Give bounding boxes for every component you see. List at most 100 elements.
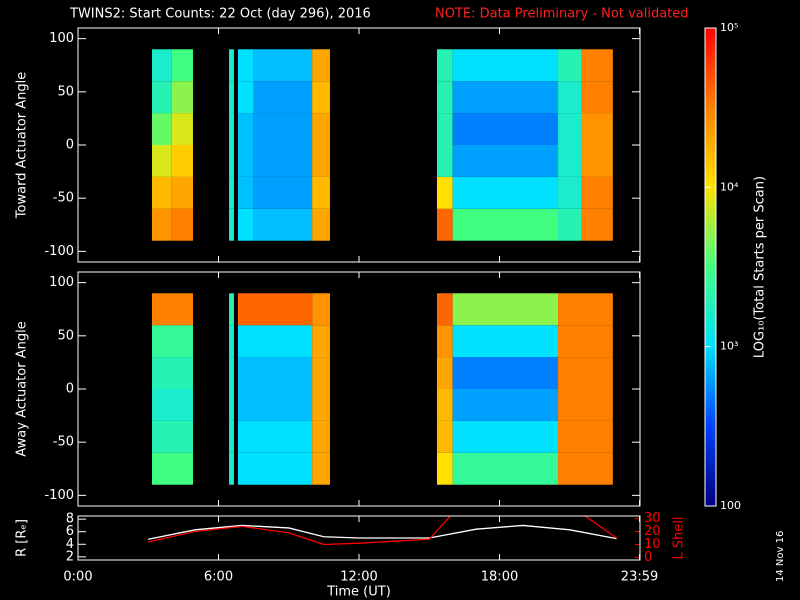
heat-cell: [229, 113, 234, 145]
heat-cell: [151, 325, 193, 358]
heat-cell: [436, 49, 453, 82]
heat-cell: [151, 145, 172, 177]
y-tick-label: 8: [66, 512, 74, 527]
heat-cell: [452, 176, 559, 209]
heat-cell: [558, 452, 613, 485]
chart-title: TWINS2: Start Counts: 22 Oct (day 296), …: [69, 7, 371, 22]
y-tick-label: -50: [53, 435, 74, 450]
heat-cell: [452, 208, 559, 241]
y-tick-label: 100: [49, 275, 74, 290]
heat-cell: [558, 176, 582, 209]
heat-cell: [436, 452, 453, 485]
y-tick-label: 0: [66, 138, 74, 153]
heat-cell: [558, 81, 582, 114]
heat-cell: [558, 420, 613, 453]
y2-tick-label: 0: [644, 550, 652, 565]
heat-cell: [581, 176, 613, 209]
heat-cell: [312, 145, 330, 177]
y-tick-label: 0: [66, 382, 74, 397]
heat-cell: [229, 293, 234, 326]
y-tick-label: 50: [57, 328, 74, 343]
heat-cell: [237, 208, 254, 241]
heat-cell: [229, 49, 234, 82]
x-tick-label: 6:00: [204, 570, 233, 585]
y-tick-label: 2: [66, 549, 74, 564]
heat-cell: [237, 176, 254, 209]
heat-cell: [253, 208, 313, 241]
heat-cell: [452, 420, 559, 453]
line: [148, 524, 617, 540]
y2-tick-label: 20: [644, 524, 661, 539]
heat-cell: [237, 49, 254, 82]
heat-cell: [253, 145, 313, 177]
date-stamp: 14 Nov 16: [775, 531, 786, 582]
heat-cell: [253, 113, 313, 145]
heat-cell: [436, 325, 453, 358]
heat-cell: [312, 49, 330, 82]
y-tick-label: 100: [49, 31, 74, 46]
y2-tick-label: 30: [644, 511, 661, 526]
colorbar-tick-label: 10⁴: [720, 180, 739, 193]
heat-cell: [312, 81, 330, 114]
heat-cell: [312, 176, 330, 209]
heat-cell: [581, 113, 613, 145]
heat-cell: [229, 357, 234, 389]
heat-cell: [312, 293, 330, 326]
heat-cell: [436, 420, 453, 453]
heat-cell: [312, 420, 330, 453]
heat-cell: [558, 357, 613, 389]
y-tick-label: -50: [53, 191, 74, 206]
y-tick-label: -100: [44, 488, 74, 503]
heat-cell: [237, 293, 313, 326]
y-tick-label: 50: [57, 84, 74, 99]
heat-cell: [151, 176, 172, 209]
heat-cell: [581, 145, 613, 177]
y-axis-label: R [Rₑ]: [15, 519, 30, 557]
heat-cell: [229, 208, 234, 241]
heat-cell: [452, 81, 559, 114]
heat-cell: [581, 208, 613, 241]
heat-cell: [229, 452, 234, 485]
heat-cell: [237, 420, 313, 453]
heat-cell: [312, 208, 330, 241]
colorbar-tick-label: 10³: [720, 340, 738, 353]
y-axis-label: Away Actuator Angle: [15, 321, 30, 456]
heat-cell: [229, 325, 234, 358]
heat-cell: [151, 293, 193, 326]
heat-cell: [237, 145, 254, 177]
heat-cell: [558, 293, 613, 326]
colorbar-tick-label: 100: [720, 499, 741, 512]
heat-cell: [581, 49, 613, 82]
heat-cell: [253, 49, 313, 82]
heat-cell: [171, 81, 193, 114]
heat-cell: [436, 113, 453, 145]
heat-cell: [452, 389, 559, 421]
note: NOTE: Data Preliminary - Not validated: [435, 7, 689, 22]
heat-cell: [436, 81, 453, 114]
heat-cell: [237, 113, 254, 145]
heat-cell: [558, 145, 582, 177]
heat-cell: [312, 452, 330, 485]
colorbar: [704, 27, 717, 507]
heat-cell: [436, 357, 453, 389]
heat-cell: [253, 81, 313, 114]
y-axis-label: Toward Actuator Angle: [15, 72, 30, 219]
heat-cell: [452, 452, 559, 485]
y2-axis-label: L Shell: [672, 516, 687, 559]
colorbar-label: LOG₁₀(Total Starts per Scan): [753, 176, 768, 358]
y-tick-label: 4: [66, 537, 74, 552]
heat-cell: [151, 208, 172, 241]
heat-cell: [151, 49, 172, 82]
heat-cell: [237, 452, 313, 485]
heat-cell: [253, 176, 313, 209]
heat-cell: [151, 389, 193, 421]
heat-cell: [151, 81, 172, 114]
heat-cell: [452, 113, 559, 145]
heat-cell: [229, 176, 234, 209]
heat-cell: [229, 81, 234, 114]
heat-cell: [558, 325, 613, 358]
heat-cell: [436, 208, 453, 241]
heat-cell: [171, 113, 193, 145]
x-axis-label: Time (UT): [326, 585, 391, 600]
